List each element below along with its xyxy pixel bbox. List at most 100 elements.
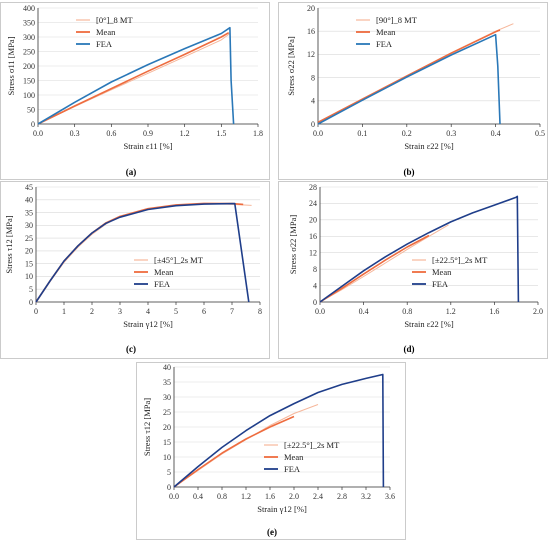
x-tick-label: 1.2	[446, 307, 456, 316]
series-line-mean	[173, 415, 295, 488]
x-tick-label: 3.6	[385, 492, 395, 501]
x-tick-label: 1.8	[253, 129, 263, 138]
y-tick-label: 30	[25, 221, 33, 230]
y-tick-label: 15	[25, 259, 33, 268]
x-tick-label: 2.4	[313, 492, 323, 501]
y-tick-label: 50	[27, 105, 35, 114]
x-tick-label: 1.6	[489, 307, 499, 316]
x-tick-label: 0.8	[402, 307, 412, 316]
series-line-fea_a	[37, 26, 235, 125]
y-tick-label: 350	[23, 18, 35, 27]
y-tick-label: 20	[163, 423, 171, 432]
y-tick-label: 10	[25, 272, 33, 281]
legend-label: FEA	[284, 464, 301, 474]
x-tick-label: 0.4	[359, 307, 369, 316]
series-line-mean	[319, 234, 430, 303]
x-tick-label: 3	[118, 307, 122, 316]
x-tick-label: 0.3	[446, 129, 456, 138]
x-tick-label: 1.2	[241, 492, 251, 501]
x-tick-label: 0.0	[313, 129, 323, 138]
x-tick-label: 8	[258, 307, 262, 316]
y-tick-label: 0	[167, 483, 171, 492]
y-axis-label: Stress σ22 [MPa]	[288, 215, 298, 275]
x-tick-label: 0.2	[402, 129, 412, 138]
legend-label: Mean	[376, 27, 396, 37]
x-tick-label: 0.1	[357, 129, 367, 138]
panel-frame	[0, 181, 270, 359]
legend-label: Mean	[432, 267, 452, 277]
y-tick-label: 8	[311, 73, 315, 82]
y-tick-label: 16	[309, 232, 317, 241]
panel-frame	[0, 2, 270, 180]
y-tick-label: 4	[311, 97, 315, 106]
x-axis-label: Strain ε11 [%]	[123, 141, 172, 151]
y-axis-label: Stress σ11 [MPa]	[6, 36, 16, 95]
y-tick-label: 12	[307, 50, 315, 59]
x-axis-label: Strain ε22 [%]	[404, 319, 454, 329]
x-tick-label: 2.0	[533, 307, 543, 316]
series-line-fea_a	[317, 33, 501, 125]
x-tick-label: 2	[90, 307, 94, 316]
y-axis-label: Stress σ22 [MPa]	[286, 36, 296, 96]
y-tick-label: 20	[309, 216, 317, 225]
y-tick-label: 8	[313, 265, 317, 274]
x-tick-label: 0.8	[217, 492, 227, 501]
panel-caption: (c)	[126, 344, 136, 354]
y-axis-label: Stress τ12 [MPa]	[142, 398, 152, 456]
legend-label: [0°]_8 MT	[96, 15, 133, 25]
panel-caption: (a)	[126, 167, 137, 177]
x-tick-label: 0.5	[535, 129, 545, 138]
y-tick-label: 0	[311, 120, 315, 129]
legend: [0°]_8 MT Mean FEA	[76, 15, 133, 49]
y-tick-label: 400	[23, 4, 35, 13]
legend-label: Mean	[284, 452, 304, 462]
legend-label: FEA	[376, 39, 393, 49]
y-tick-label: 0	[313, 298, 317, 307]
legend-label: [±22.5°]_2s MT	[284, 440, 340, 450]
legend-label: FEA	[154, 279, 171, 289]
series-line-mt	[35, 203, 252, 303]
panel-frame	[278, 181, 548, 359]
y-tick-label: 150	[23, 76, 35, 85]
y-tick-label: 40	[25, 196, 33, 205]
legend: [±22.5°]_2s MT Mean FEA	[264, 440, 340, 474]
legend-label: [90°]_8 MT	[376, 15, 418, 25]
y-tick-label: 25	[25, 234, 33, 243]
y-tick-label: 16	[307, 27, 315, 36]
x-axis-label: Strain ε22 [%]	[404, 141, 454, 151]
legend: [±22.5°]_2s MT Mean FEA	[412, 255, 488, 289]
x-tick-label: 1	[62, 307, 66, 316]
y-tick-label: 40	[163, 363, 171, 372]
x-tick-label: 1.5	[216, 129, 226, 138]
panel-caption: (d)	[404, 344, 415, 354]
x-tick-label: 0.4	[193, 492, 203, 501]
panel-caption: (e)	[267, 527, 277, 537]
x-tick-label: 3.2	[361, 492, 371, 501]
panel-frame	[136, 362, 406, 540]
x-tick-label: 6	[202, 307, 206, 316]
x-tick-label: 0.4	[491, 129, 501, 138]
series-line-mean	[37, 32, 230, 125]
series-line-fea_c	[319, 195, 520, 303]
panel-0: 0 50 100 150 200 250 300 350 400 0.0 0.3 0.6 0.9 1.2 1…	[0, 2, 270, 180]
y-tick-label: 10	[163, 453, 171, 462]
panel-3: 0 4 8 12 16 20 24 28 0.0 0.4 0.8 1.2 1.6 2.0 Strain ε2…	[278, 181, 548, 359]
x-tick-label: 4	[146, 307, 150, 316]
series-line-fea_c	[173, 373, 385, 488]
x-axis-label: Strain γ12 [%]	[123, 319, 173, 329]
x-tick-label: 0.0	[169, 492, 179, 501]
x-tick-label: 0.6	[106, 129, 116, 138]
y-axis-label: Stress τ12 [MPa]	[4, 215, 14, 273]
x-tick-label: 0	[34, 307, 38, 316]
y-tick-label: 5	[29, 285, 33, 294]
y-tick-label: 12	[309, 249, 317, 258]
y-tick-label: 20	[307, 4, 315, 13]
legend-label: FEA	[96, 39, 113, 49]
x-tick-label: 0.9	[143, 129, 153, 138]
y-tick-label: 0	[29, 298, 33, 307]
y-tick-label: 30	[163, 393, 171, 402]
y-tick-label: 45	[25, 183, 33, 192]
y-tick-label: 5	[167, 468, 171, 477]
